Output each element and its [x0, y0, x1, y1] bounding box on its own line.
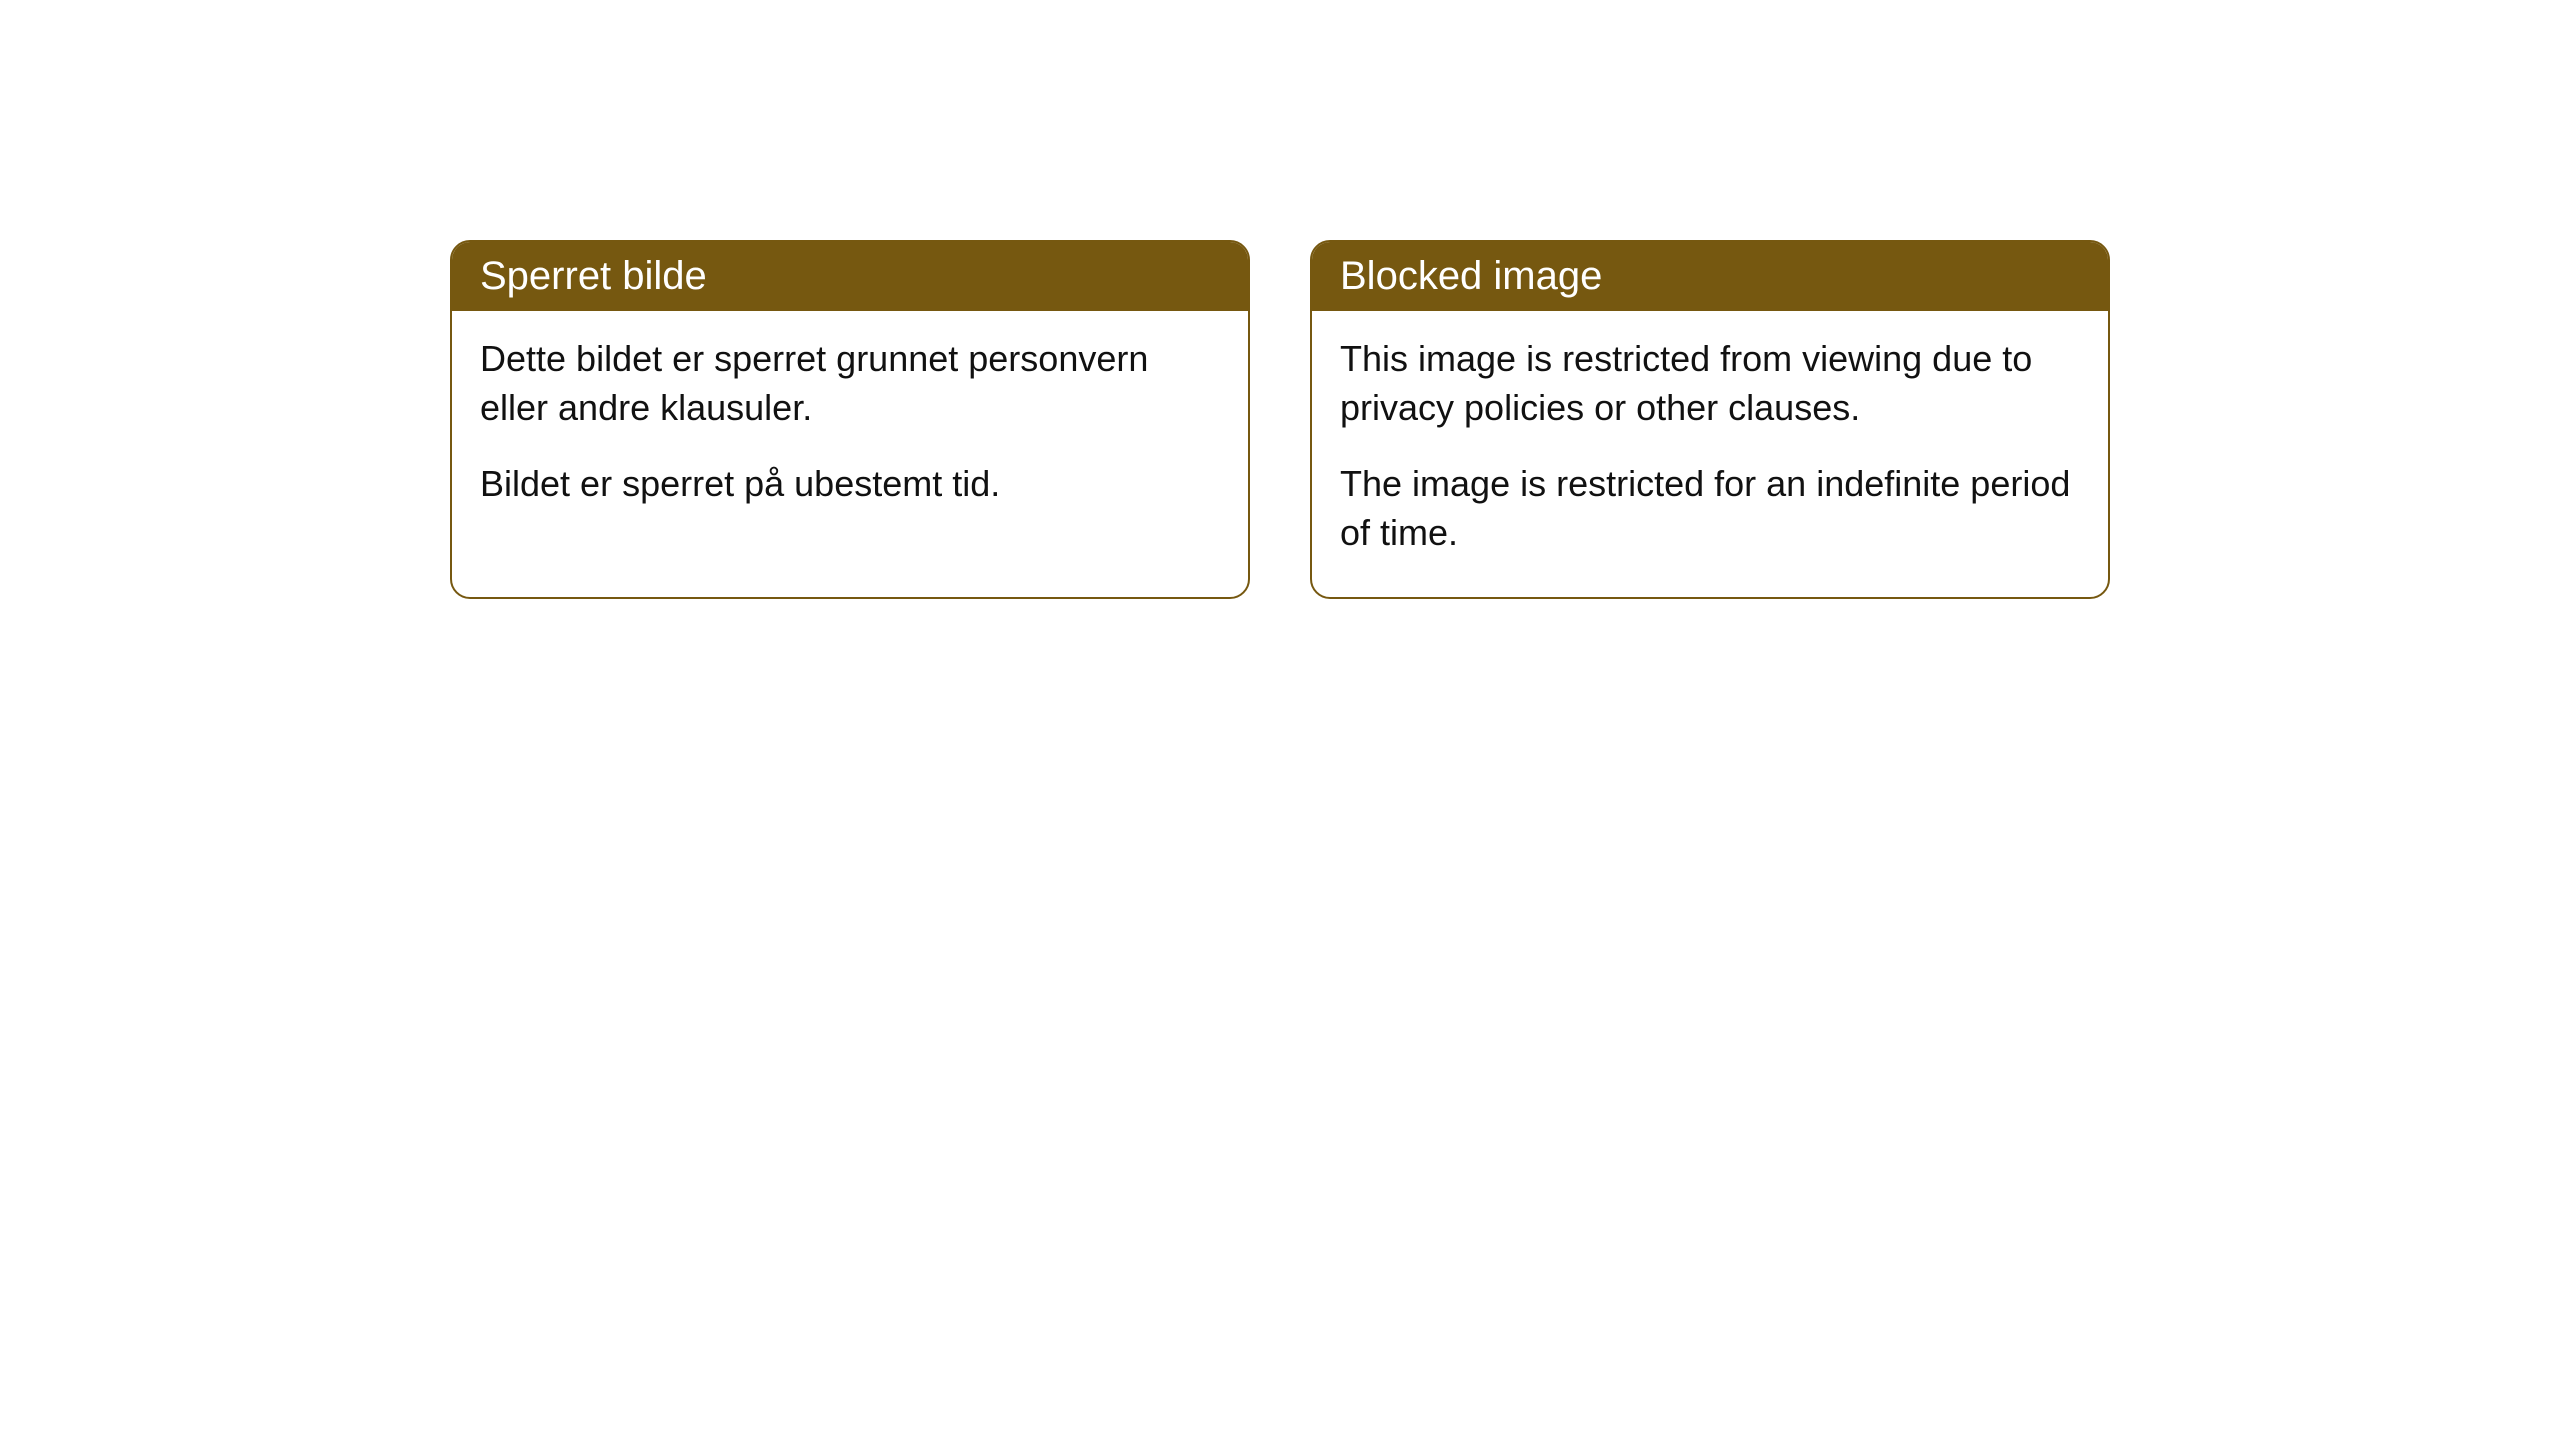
card-title: Blocked image: [1340, 254, 1602, 298]
notice-container: Sperret bilde Dette bildet er sperret gr…: [0, 0, 2560, 839]
card-paragraph: This image is restricted from viewing du…: [1340, 335, 2080, 432]
card-header: Blocked image: [1312, 242, 2108, 311]
card-body: This image is restricted from viewing du…: [1312, 311, 2108, 597]
card-header: Sperret bilde: [452, 242, 1248, 311]
card-title: Sperret bilde: [480, 254, 707, 298]
card-paragraph: Dette bildet er sperret grunnet personve…: [480, 335, 1220, 432]
notice-card-norwegian: Sperret bilde Dette bildet er sperret gr…: [450, 240, 1250, 599]
notice-card-english: Blocked image This image is restricted f…: [1310, 240, 2110, 599]
card-paragraph: The image is restricted for an indefinit…: [1340, 460, 2080, 557]
card-body: Dette bildet er sperret grunnet personve…: [452, 311, 1248, 549]
card-paragraph: Bildet er sperret på ubestemt tid.: [480, 460, 1220, 509]
